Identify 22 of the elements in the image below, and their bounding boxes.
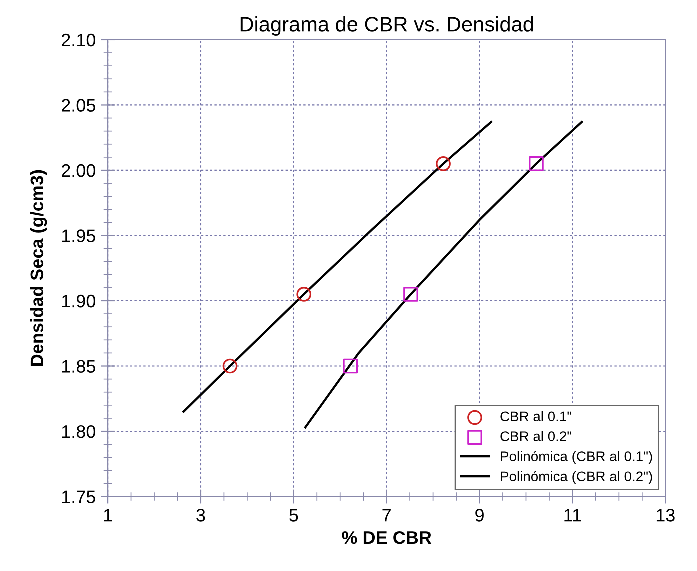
x-tick-label: 11: [564, 509, 582, 522]
y-tick-label: 1.80: [62, 425, 96, 438]
x-tick-label: 13: [656, 509, 675, 522]
y-tick-label: 1.75: [62, 490, 96, 504]
y-tick-label: 1.90: [62, 294, 96, 308]
legend-label: Polinómica (CBR al 0.1"): [501, 451, 652, 464]
y-tick-label: 1.95: [62, 230, 96, 242]
x-tick-label: 5: [290, 509, 298, 522]
legend-label: CBR al 0.1": [500, 411, 572, 422]
chart-title: Diagrama de CBR vs. Densidad: [240, 16, 534, 36]
x-axis-title: % DE CBR: [342, 531, 432, 544]
y-tick-label: 2.05: [62, 99, 96, 112]
y-tick-label: 1.85: [62, 360, 96, 373]
y-tick-label: 2.00: [62, 164, 96, 178]
x-tick-label: 1: [104, 509, 112, 522]
y-tick-label: 2.10: [62, 34, 96, 47]
x-tick-label: 3: [196, 509, 206, 522]
y-axis-title: Densidad Seca (g/cm3): [30, 170, 48, 366]
x-tick-label: 7: [382, 509, 391, 522]
legend-label: CBR al 0.2": [500, 431, 572, 442]
legend-label: Polinómica (CBR al 0.2"): [501, 471, 652, 484]
x-tick-label: 9: [476, 509, 484, 522]
